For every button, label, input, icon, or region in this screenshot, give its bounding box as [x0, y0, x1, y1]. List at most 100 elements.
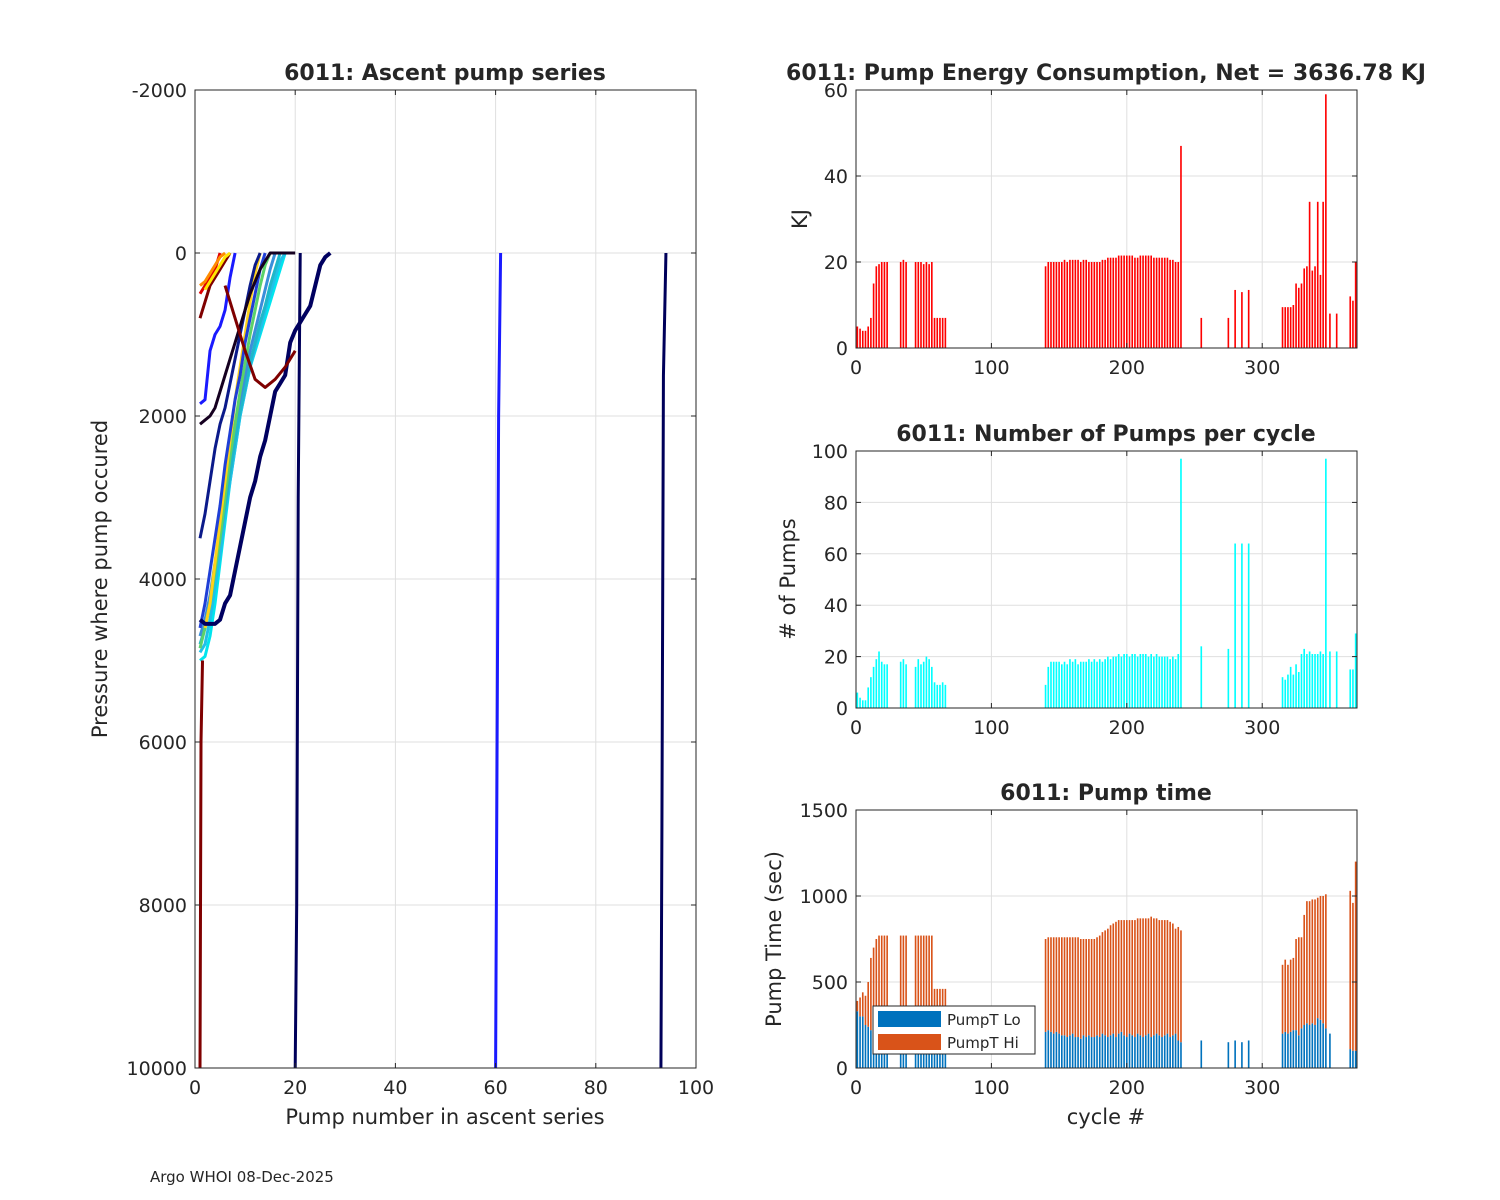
pumps-panel: 0 100 200 300 0 20 40 60 80 100 6011: Number of …	[776, 422, 1358, 739]
pumptime-bar-hi	[1319, 896, 1322, 1020]
energy-bar	[1134, 257, 1136, 348]
pumps-bar	[931, 666, 933, 708]
pumps-x-tick-label: 200	[1109, 717, 1145, 739]
pumptime-bar-lo	[1104, 1035, 1106, 1068]
pumptime-bar-hi	[931, 935, 933, 1034]
energy-bar	[1093, 262, 1096, 348]
pumps-x-tick-label: 100	[973, 717, 1009, 739]
pumptime-bar-lo	[1284, 1031, 1287, 1068]
pumptime-bar-hi	[1139, 918, 1142, 1036]
pumptime-bar-hi	[1352, 902, 1354, 1051]
pumps-bar	[1055, 661, 1058, 708]
pumptime-bar-lo	[1144, 1035, 1147, 1068]
pumps-bar	[1050, 661, 1052, 708]
pumptime-bar-lo	[1287, 1033, 1289, 1068]
ascent-y-tick-label: 8000	[139, 895, 187, 917]
energy-bar	[1061, 262, 1063, 348]
pumptime-bar-hi	[875, 939, 878, 1031]
energy-bar	[1292, 305, 1295, 348]
pumptime-bar-lo	[1306, 1023, 1308, 1068]
pumptime-bar-lo	[1098, 1037, 1101, 1068]
energy-bar	[1066, 262, 1069, 348]
energy-x-ticks: 0 100 200 300	[850, 90, 1280, 379]
pumps-bar	[1074, 659, 1077, 708]
pumptime-bar-hi	[1044, 939, 1047, 1032]
pumps-bar	[936, 684, 939, 708]
pumptime-bar-hi	[1169, 921, 1171, 1038]
energy-bar	[1319, 274, 1322, 348]
ascent-series-line	[293, 252, 302, 1069]
pumps-bar	[1101, 661, 1104, 708]
pumps-bar	[941, 682, 944, 708]
pumptime-bar-lo	[1158, 1035, 1161, 1068]
pumptime-bar-lo	[1128, 1033, 1131, 1068]
energy-bar	[1101, 259, 1104, 348]
pumptime-x-tick-label: 300	[1244, 1077, 1280, 1099]
pumptime-bar-hi	[1142, 918, 1144, 1038]
ascent-series-line	[223, 285, 297, 389]
pumptime-bar-hi	[1131, 920, 1134, 1036]
energy-bar	[925, 262, 928, 348]
pumps-bar	[1155, 654, 1158, 708]
energy-bar	[1322, 201, 1324, 348]
pumps-bar	[878, 651, 880, 708]
pumptime-bar-hi	[1082, 939, 1085, 1036]
pumptime-bar-lo	[1079, 1038, 1082, 1068]
pumptime-bar-lo	[1088, 1035, 1090, 1068]
energy-bars	[856, 94, 1357, 348]
pumptime-bar-lo	[1319, 1019, 1322, 1068]
pumptime-bar-lo	[1120, 1031, 1123, 1068]
energy-bar	[928, 264, 930, 348]
pumptime-axes-frame	[855, 809, 1358, 1069]
energy-bar	[1077, 259, 1079, 348]
ascent-y-ticks: -2000 0 2000 4000 6000 8000 10000	[127, 80, 696, 1080]
pumptime-bar-hi	[1069, 937, 1071, 1036]
pumptime-bar-hi	[1128, 920, 1131, 1034]
energy-bar	[914, 262, 917, 348]
pumptime-y-tick-label: 500	[812, 972, 848, 994]
pumps-bar	[1117, 654, 1120, 708]
pumps-bar	[1069, 659, 1071, 708]
energy-bar	[859, 328, 861, 348]
ascent-y-tick-label: 4000	[139, 569, 187, 591]
pumps-bar	[1128, 656, 1131, 708]
pumps-bar	[1241, 543, 1243, 708]
energy-bar	[1153, 257, 1155, 348]
energy-bar	[936, 317, 939, 348]
pumptime-bar-hi	[870, 957, 872, 1031]
ascent-panel: 0 20 40 60 80 100 -2000 0 2000 4000 6000 8000 10000…	[88, 61, 714, 1129]
pumps-bar	[1163, 656, 1166, 708]
pumptime-bar-hi	[925, 935, 928, 1034]
pumptime-bar-hi	[872, 947, 875, 1031]
pumptime-bar-hi	[1354, 861, 1357, 1051]
energy-bar	[1117, 255, 1120, 348]
energy-bar	[1050, 262, 1052, 348]
pumps-bar	[1123, 654, 1125, 708]
energy-bar	[1234, 289, 1236, 348]
pumptime-bar-lo	[856, 1011, 859, 1068]
energy-bar	[875, 266, 878, 348]
pumps-bar	[902, 659, 905, 708]
pumptime-bar-lo	[1147, 1033, 1150, 1068]
pumps-bar	[872, 666, 875, 708]
pumptime-bar-lo	[1047, 1030, 1050, 1068]
pumptime-bar-hi	[1125, 920, 1128, 1038]
energy-bar	[1136, 257, 1139, 348]
pumptime-bar-hi	[1096, 937, 1098, 1036]
pumps-axes-bg	[856, 451, 1357, 708]
energy-bar	[1139, 255, 1142, 348]
pumptime-bar-lo	[1241, 1042, 1243, 1068]
pumps-bar	[1234, 543, 1236, 708]
pumptime-bar-hi	[1292, 957, 1295, 1031]
pumps-bar	[1061, 664, 1063, 708]
pumptime-bar-hi	[1134, 920, 1136, 1038]
pumps-bar	[1169, 659, 1171, 708]
ascent-series-line	[198, 252, 267, 629]
energy-x-tick-label: 0	[850, 357, 862, 379]
pumptime-bar-lo	[1292, 1030, 1295, 1068]
energy-bar	[1335, 313, 1338, 348]
pumptime-bar-hi	[1158, 920, 1161, 1036]
pumptime-bar-hi	[1088, 939, 1090, 1036]
ascent-x-label: Pump number in ascent series	[285, 1105, 604, 1129]
pumptime-bar-lo	[1044, 1031, 1047, 1068]
